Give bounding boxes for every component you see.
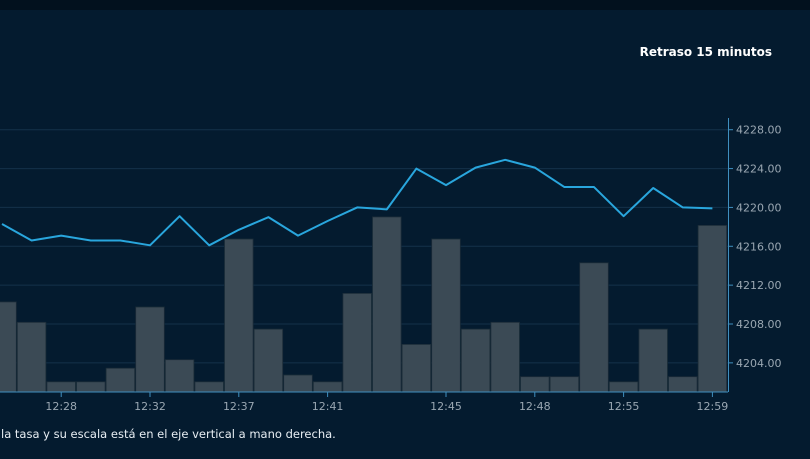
- x-tick-label: 12:28: [45, 400, 77, 413]
- volume-bar: [638, 328, 668, 393]
- x-tick-label: 12:59: [697, 400, 729, 413]
- volume-bar: [16, 321, 47, 393]
- y-tick-label: 4216.00: [736, 240, 782, 253]
- volume-bar: [46, 381, 76, 393]
- volume-bar: [549, 376, 580, 393]
- volume-bars: [0, 216, 728, 393]
- volume-bar: [342, 292, 372, 393]
- volume-bar: [608, 381, 639, 393]
- volume-bar: [76, 381, 106, 393]
- y-tick-label: 4224.00: [736, 163, 782, 176]
- top-band: [0, 0, 810, 10]
- volume-bar: [431, 238, 461, 393]
- volume-bar: [460, 328, 491, 393]
- x-tick-label: 12:32: [134, 400, 166, 413]
- volume-bar: [283, 374, 313, 393]
- volume-bar: [105, 367, 136, 393]
- volume-bar: [490, 321, 520, 393]
- volume-bar: [253, 328, 284, 393]
- y-tick-label: 4228.00: [736, 124, 782, 137]
- footer-note: la tasa y su escala está en el eje verti…: [1, 427, 336, 441]
- price-line: [1, 158, 713, 247]
- x-tick-label: 12:37: [223, 400, 255, 413]
- volume-bar: [668, 376, 698, 393]
- y-tick-label: 4212.00: [736, 279, 782, 292]
- volume-bar: [164, 359, 195, 393]
- volume-bar: [520, 376, 550, 393]
- x-tick-label: 12:55: [608, 400, 640, 413]
- volume-bar: [0, 301, 17, 393]
- volume-bar: [401, 343, 432, 393]
- grid-layer: [0, 129, 728, 364]
- price-volume-chart: 4204.00 4208.00 4212.00 4216.00 4220.00 4224.…: [0, 118, 782, 413]
- volume-bar: [697, 224, 728, 393]
- volume-bar: [372, 216, 402, 393]
- x-tick-label: 12:41: [312, 400, 344, 413]
- y-tick-label: 4208.00: [736, 318, 782, 331]
- delay-notice: Retraso 15 minutos: [639, 45, 772, 59]
- volume-bar: [135, 306, 165, 393]
- volume-bar: [224, 238, 254, 393]
- y-tick-label: 4220.00: [736, 201, 782, 214]
- volume-bar: [194, 381, 224, 393]
- x-tick-label: 12:48: [519, 400, 551, 413]
- axis-layer: 4204.00 4208.00 4212.00 4216.00 4220.00 4224.…: [0, 118, 782, 413]
- volume-bar: [579, 262, 609, 393]
- volume-bar: [312, 381, 343, 393]
- y-tick-label: 4204.00: [736, 357, 782, 370]
- x-tick-label: 12:45: [430, 400, 462, 413]
